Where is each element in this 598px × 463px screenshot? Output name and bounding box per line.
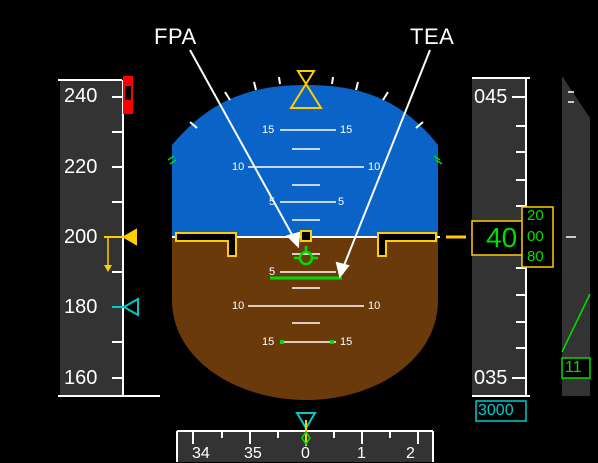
pitch-label-up10-left: 10	[232, 161, 245, 173]
selected-heading-bug	[295, 412, 317, 430]
altitude-roll-down: 80	[527, 248, 544, 265]
selected-altitude-box	[475, 400, 527, 422]
bank-limit-markers	[167, 155, 443, 165]
vertical-speed-indicator	[562, 76, 590, 396]
vsi-pointer	[561, 293, 591, 353]
pitch-label-down10-left: 10	[232, 300, 245, 312]
vs-readout: 11	[565, 359, 582, 376]
selected-speed-bug	[104, 228, 137, 246]
altitude-ticks	[512, 96, 526, 379]
pitch-label-up15-left: 15	[262, 124, 275, 136]
target-speed-marker	[112, 297, 139, 317]
speed-trend-arrow	[104, 265, 112, 272]
pitch-label-down15-right: 15	[340, 336, 353, 348]
heading-label-35: 35	[244, 445, 262, 462]
flight-path-symbol	[294, 246, 318, 266]
overspeed-bar	[123, 76, 133, 114]
pitch-label-down5-left: 5	[269, 266, 276, 278]
pitch-label-up5-left: 5	[269, 196, 276, 208]
pitch-ladder	[248, 129, 364, 343]
heading-ticks	[192, 431, 419, 444]
altitude-label-045: 045	[474, 86, 508, 108]
heading-label-1: 1	[357, 445, 366, 462]
speed-label-160: 160	[64, 367, 98, 389]
ground-area	[172, 237, 438, 400]
altitude-roll-up: 20	[527, 207, 544, 224]
fpa-label: FPA	[154, 24, 197, 49]
speed-label-180: 180	[64, 296, 98, 318]
annotation-arrows	[189, 49, 431, 279]
heading-label-2: 2	[406, 445, 415, 462]
roll-pointer	[289, 70, 323, 109]
pitch-target-dots	[280, 340, 334, 344]
pitch-label-down10-right: 10	[368, 300, 381, 312]
pitch-label-up15-right: 15	[340, 124, 353, 136]
tea-label: TEA	[410, 24, 455, 49]
speed-label-240: 240	[64, 85, 98, 107]
vs-readout-box	[561, 357, 591, 379]
current-altitude-large: 40	[486, 222, 518, 253]
pitch-label-down15-left: 15	[262, 336, 275, 348]
sky-area	[172, 85, 438, 237]
current-altitude-small: 00	[527, 228, 544, 245]
speed-label-220: 220	[64, 156, 98, 178]
attitude-indicator	[172, 85, 438, 400]
selected-altitude-readout: 3000	[478, 402, 514, 419]
aircraft-symbol	[175, 230, 437, 257]
roll-scale	[189, 76, 424, 129]
track-diamond	[301, 430, 311, 446]
heading-label-0: 0	[301, 445, 310, 462]
altitude-label-035: 035	[474, 367, 508, 389]
pitch-label-down5-right: 5	[338, 266, 345, 278]
pitch-label-up10-right: 10	[368, 161, 381, 173]
altitude-readout-box	[471, 206, 554, 268]
pitch-label-up5-right: 5	[338, 196, 345, 208]
vsi-ticks	[566, 91, 576, 238]
heading-label-34: 34	[192, 445, 210, 462]
speed-label-200: 200	[64, 226, 98, 248]
